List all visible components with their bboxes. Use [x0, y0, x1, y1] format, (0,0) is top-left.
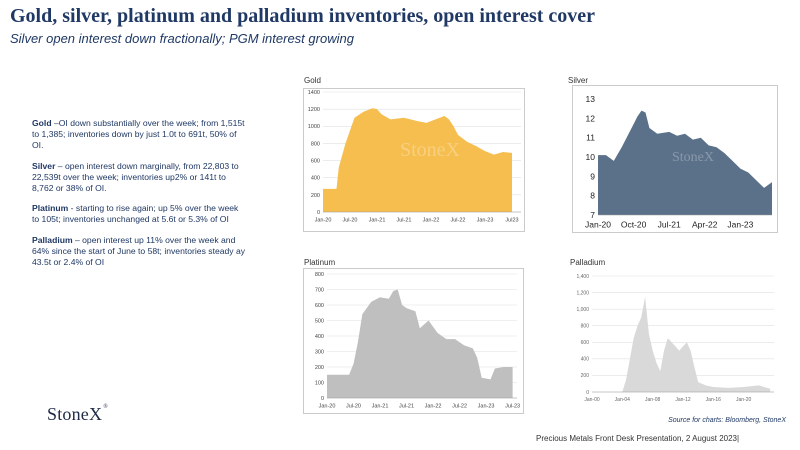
palladium-xtick-label: Jan-20: [736, 397, 752, 403]
commentary-metal: Platinum: [32, 203, 69, 214]
gold-ytick-label: 1400: [308, 90, 320, 96]
silver-frame: [572, 85, 778, 233]
palladium-ytick-label: 0: [586, 390, 589, 396]
silver-xtick-label: Jul-21: [658, 220, 681, 230]
silver-ytick-label: 9: [590, 171, 595, 181]
gold-xtick-label: Jan-20: [315, 218, 332, 224]
commentary-metal: Silver: [32, 160, 56, 171]
gold-area-series: [323, 108, 512, 212]
platinum-ytick-label: 500: [315, 318, 324, 324]
platinum-area-series: [327, 289, 513, 398]
platinum-ytick-label: 400: [315, 334, 324, 340]
platinum-xtick-label: Jan-23: [478, 404, 495, 410]
gold-ytick-label: 1000: [308, 124, 320, 130]
silver-chart: 7 8 9 10 11 12 13 Jan-20 Oct-20 Jul-21 Apr-22 Jan-2…: [572, 85, 778, 233]
page-subtitle: Silver open interest down fractionally; …: [10, 31, 354, 46]
gold-ytick-label: 200: [311, 193, 320, 199]
silver-ytick-label: 12: [586, 113, 596, 123]
commentary-text: –OI down substantially over the week; fr…: [32, 118, 245, 151]
commentary-text: - starting to rise again; up 5% over the…: [32, 203, 239, 225]
silver-ytick-label: 13: [586, 94, 596, 104]
commentary-text: – open interest down marginally, from 22…: [32, 160, 239, 194]
commentary-palladium: Palladium – open interest up 11% over th…: [32, 235, 247, 269]
commentary-silver: Silver – open interest down marginally, …: [32, 161, 247, 195]
source-note: Source for charts: Bloomberg, StoneX: [668, 417, 786, 424]
palladium-ytick-label: 400: [581, 357, 590, 363]
logo-text: StoneX: [47, 404, 103, 424]
palladium-xtick-label: Jan-00: [584, 397, 600, 403]
silver-xtick-label: Jan-20: [585, 220, 611, 230]
platinum-xtick-label: Jul-23: [505, 404, 520, 410]
silver-watermark: StoneX: [672, 150, 714, 165]
silver-ytick-label: 8: [590, 191, 595, 201]
platinum-xtick-label: Jul-22: [452, 404, 467, 410]
palladium-ytick-label: 1,000: [576, 307, 589, 313]
gold-ytick-label: 1200: [308, 107, 320, 113]
platinum-ytick-label: 800: [315, 272, 324, 278]
gold-xtick-label: Jul23: [505, 218, 518, 224]
silver-xtick-label: Oct-20: [621, 220, 647, 230]
silver-xtick-label: Jan-23: [727, 220, 753, 230]
platinum-chart-title: Platinum: [304, 258, 336, 267]
palladium-ytick-label: 1,200: [576, 290, 589, 296]
palladium-ytick-label: 600: [581, 340, 590, 346]
platinum-ytick-label: 100: [315, 380, 324, 386]
platinum-chart: 0 100 200 300 400 500 600 700 800 Jan-20 Jul-20 Jan…: [303, 268, 524, 414]
gold-xtick-label: Jul-21: [397, 218, 412, 224]
gold-xtick-label: Jul-22: [451, 218, 466, 224]
commentary-metal: Gold: [32, 118, 52, 128]
platinum-xtick-label: Jan-21: [372, 404, 389, 410]
commentary-gold: Gold –OI down substantially over the wee…: [32, 118, 247, 152]
stonex-logo: StoneX®: [47, 404, 108, 425]
commentary-platinum: Platinum - starting to rise again; up 5%…: [32, 203, 247, 225]
platinum-ytick-label: 0: [321, 396, 324, 402]
silver-ytick-label: 7: [590, 210, 595, 220]
palladium-xtick-label: Jan-08: [645, 397, 661, 403]
silver-ytick-label: 10: [586, 152, 596, 162]
gold-xtick-label: Jan-21: [369, 218, 386, 224]
gold-watermark: StoneX: [400, 139, 461, 161]
palladium-xtick-label: Jan-12: [675, 397, 691, 403]
silver-xtick-label: Apr-22: [692, 220, 718, 230]
platinum-xtick-label: Jan-22: [425, 404, 442, 410]
platinum-frame: [303, 268, 524, 414]
footer-text: Precious Metals Front Desk Presentation,…: [536, 434, 740, 443]
palladium-area-series: [592, 296, 771, 392]
palladium-ytick-label: 200: [581, 373, 590, 379]
gold-xtick-label: Jan-22: [423, 218, 440, 224]
gold-chart-title: Gold: [304, 76, 321, 85]
palladium-chart: 0 200 400 600 800 1,000 1,200 1,400 Jan-00 Jan-04…: [576, 274, 774, 403]
gold-xtick-label: Jul-20: [343, 218, 358, 224]
palladium-chart-title: Palladium: [570, 258, 606, 267]
palladium-watermark: StoneX: [672, 326, 712, 341]
silver-chart-title: Silver: [568, 76, 589, 85]
platinum-xtick-label: Jul-21: [399, 404, 414, 410]
commentary-metal: Palladium: [32, 234, 73, 245]
silver-area-series: [598, 110, 772, 215]
platinum-ytick-label: 200: [315, 365, 324, 371]
commentary: Gold –OI down substantially over the wee…: [32, 118, 247, 277]
commentary-text: – open interest up 11% over the week and…: [32, 234, 246, 268]
gold-frame: [303, 88, 525, 232]
gold-chart: 0 200 400 600 800 1000 1200 1400 Jan-20 Jul-20 Jan…: [303, 88, 525, 232]
gold-xtick-label: Jan-23: [477, 218, 494, 224]
gold-ytick-label: 600: [311, 158, 320, 164]
platinum-xtick-label: Jan-20: [319, 404, 336, 410]
gold-ytick-label: 800: [311, 141, 320, 147]
logo-mark: ®: [103, 404, 108, 410]
palladium-ytick-label: 800: [581, 323, 590, 329]
platinum-ytick-label: 300: [315, 349, 324, 355]
silver-ytick-label: 11: [586, 133, 595, 143]
gold-ytick-label: 0: [317, 210, 320, 216]
page-title: Gold, silver, platinum and palladium inv…: [10, 5, 596, 27]
palladium-xtick-label: Jan-16: [706, 397, 722, 403]
palladium-xtick-label: Jan-04: [615, 397, 631, 403]
gold-ytick-label: 400: [311, 176, 320, 182]
platinum-ytick-label: 600: [315, 303, 324, 309]
platinum-ytick-label: 700: [315, 287, 324, 293]
palladium-ytick-label: 1,400: [576, 274, 589, 280]
platinum-xtick-label: Jul-20: [346, 404, 361, 410]
